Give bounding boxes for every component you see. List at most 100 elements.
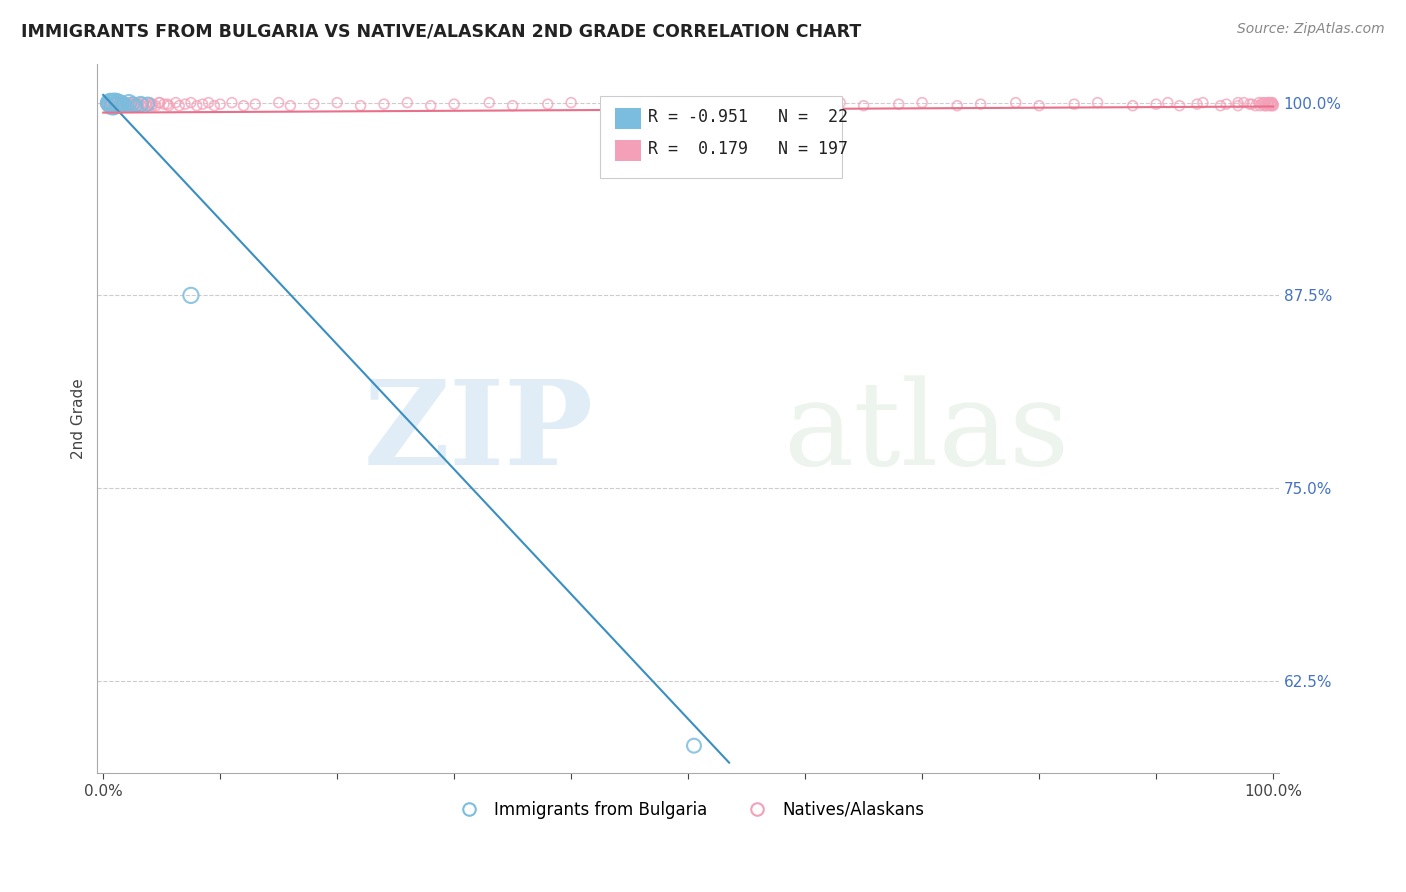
Point — [502, 98, 524, 112]
Point — [96, 97, 118, 112]
Point — [302, 97, 325, 112]
Point — [122, 98, 145, 112]
Point — [202, 98, 225, 112]
Point — [134, 97, 156, 112]
Point — [1251, 95, 1274, 110]
Text: atlas: atlas — [783, 376, 1069, 491]
Point — [683, 739, 706, 753]
Point — [129, 97, 152, 112]
Point — [794, 97, 817, 112]
Point — [114, 95, 136, 110]
Point — [112, 98, 135, 112]
Text: R = -0.951   N =  22: R = -0.951 N = 22 — [648, 108, 848, 127]
Point — [852, 98, 875, 112]
Point — [97, 95, 120, 110]
Point — [1261, 95, 1284, 110]
Point — [1257, 95, 1279, 110]
Point — [711, 97, 734, 112]
Legend: Immigrants from Bulgaria, Natives/Alaskans: Immigrants from Bulgaria, Natives/Alaska… — [446, 794, 931, 825]
Point — [112, 97, 135, 112]
Point — [1233, 95, 1256, 110]
Point — [1261, 95, 1284, 110]
Point — [1227, 95, 1250, 110]
Text: Source: ZipAtlas.com: Source: ZipAtlas.com — [1237, 22, 1385, 37]
Point — [560, 95, 582, 110]
Point — [132, 95, 155, 110]
Point — [1215, 97, 1237, 112]
Point — [1261, 98, 1284, 112]
Point — [157, 98, 180, 112]
Point — [911, 95, 934, 110]
Point — [96, 98, 118, 112]
Point — [1144, 97, 1167, 112]
Point — [1122, 98, 1144, 112]
Point — [111, 95, 134, 110]
Point — [148, 95, 170, 110]
Point — [326, 95, 349, 110]
Point — [1157, 95, 1180, 110]
Y-axis label: 2nd Grade: 2nd Grade — [72, 378, 86, 459]
Point — [121, 97, 143, 112]
Bar — [614, 108, 641, 129]
Point — [1185, 97, 1208, 112]
Point — [654, 95, 676, 110]
Point — [1254, 98, 1277, 112]
Point — [105, 98, 128, 112]
Text: R =  0.179   N = 197: R = 0.179 N = 197 — [648, 140, 848, 158]
Text: ZIP: ZIP — [364, 376, 593, 491]
Point — [108, 95, 131, 110]
Point — [1257, 97, 1279, 112]
Point — [153, 97, 176, 112]
Point — [101, 97, 124, 112]
Point — [105, 98, 128, 112]
Point — [98, 95, 121, 110]
Point — [1063, 97, 1085, 112]
Point — [108, 97, 131, 112]
Point — [125, 95, 148, 110]
Point — [141, 98, 163, 112]
Point — [619, 97, 641, 112]
Point — [105, 95, 128, 110]
Point — [98, 98, 121, 112]
Point — [174, 97, 197, 112]
Point — [396, 95, 419, 110]
Point — [180, 288, 202, 302]
Point — [1239, 97, 1261, 112]
Point — [112, 97, 135, 112]
Point — [104, 95, 127, 110]
Point — [180, 95, 202, 110]
Point — [1261, 98, 1284, 112]
Point — [443, 97, 465, 112]
Point — [105, 97, 128, 112]
Point — [676, 98, 699, 112]
Point — [110, 98, 132, 112]
Point — [478, 95, 501, 110]
Point — [141, 97, 163, 112]
Point — [1087, 95, 1109, 110]
Point — [136, 98, 159, 112]
Point — [100, 95, 122, 110]
Point — [1168, 98, 1191, 112]
Point — [107, 95, 129, 110]
Point — [267, 95, 290, 110]
Point — [139, 95, 162, 110]
Point — [770, 98, 793, 112]
Point — [124, 97, 146, 112]
Point — [103, 97, 125, 112]
Point — [118, 95, 141, 110]
Point — [969, 97, 991, 112]
Point — [1249, 98, 1271, 112]
Point — [1247, 95, 1270, 110]
Point — [349, 98, 371, 112]
Point — [135, 97, 157, 112]
Point — [103, 98, 125, 112]
Point — [1251, 97, 1274, 112]
Point — [100, 95, 122, 110]
Point — [110, 97, 132, 112]
Text: IMMIGRANTS FROM BULGARIA VS NATIVE/ALASKAN 2ND GRADE CORRELATION CHART: IMMIGRANTS FROM BULGARIA VS NATIVE/ALASK… — [21, 22, 862, 40]
Point — [98, 95, 121, 110]
Point — [104, 95, 127, 110]
Point — [98, 97, 121, 112]
Point — [120, 98, 142, 112]
FancyBboxPatch shape — [599, 96, 842, 178]
